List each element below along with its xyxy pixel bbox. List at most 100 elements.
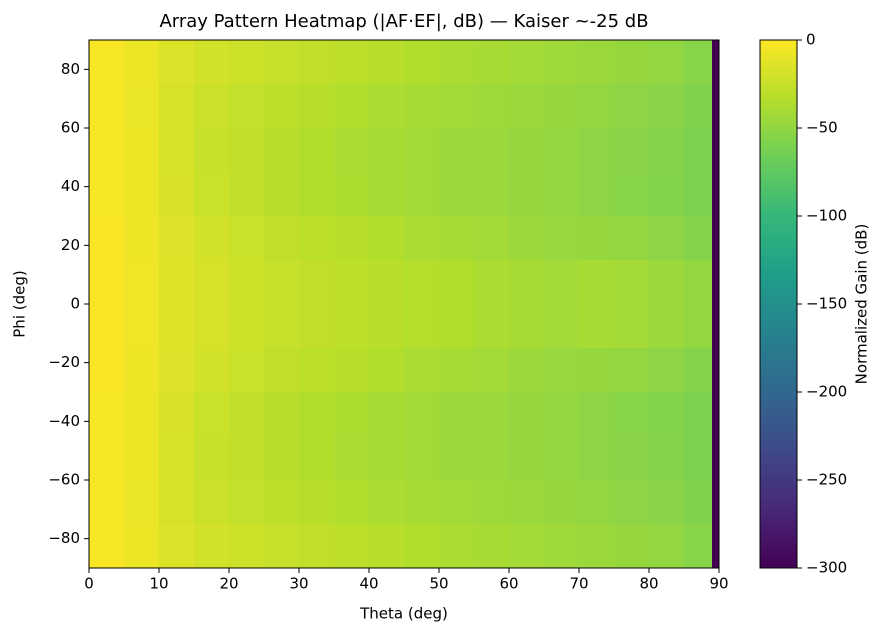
heatmap-cell bbox=[89, 84, 125, 129]
heatmap-cell bbox=[712, 128, 720, 173]
heatmap-cell bbox=[712, 40, 720, 85]
heatmap-cell bbox=[614, 480, 650, 525]
heatmap-cell bbox=[334, 304, 370, 349]
heatmap-cell bbox=[439, 84, 475, 129]
heatmap-cell bbox=[614, 524, 650, 569]
heatmap-cell bbox=[124, 480, 160, 525]
heatmap-cell bbox=[264, 128, 300, 173]
y-tick-label: −20 bbox=[48, 353, 80, 371]
heatmap-cell bbox=[544, 480, 580, 525]
heatmap-cell bbox=[474, 172, 510, 217]
heatmap-cell bbox=[474, 216, 510, 261]
x-tick-label: 60 bbox=[499, 575, 518, 593]
heatmap-cell bbox=[474, 40, 510, 85]
heatmap-cell bbox=[649, 216, 685, 261]
heatmap-cell bbox=[334, 480, 370, 525]
heatmap-cell bbox=[334, 172, 370, 217]
heatmap-cell bbox=[404, 172, 440, 217]
heatmap-cell bbox=[334, 84, 370, 129]
heatmap-cell bbox=[614, 172, 650, 217]
heatmap-cell bbox=[439, 304, 475, 349]
heatmap-cell bbox=[229, 260, 265, 305]
heatmap-cell bbox=[264, 392, 300, 437]
x-tick-label: 30 bbox=[289, 575, 308, 593]
heatmap-cell bbox=[712, 436, 720, 481]
heatmap-cell bbox=[404, 216, 440, 261]
heatmap-cell bbox=[439, 392, 475, 437]
heatmap-cell bbox=[544, 172, 580, 217]
heatmap-cell bbox=[264, 348, 300, 393]
y-tick-label: 60 bbox=[61, 119, 80, 137]
heatmap-cell bbox=[299, 436, 335, 481]
heatmap-cell bbox=[194, 216, 230, 261]
heatmap-cell bbox=[299, 84, 335, 129]
y-tick-label: 80 bbox=[61, 60, 80, 78]
heatmap-cell bbox=[544, 216, 580, 261]
heatmap-cell bbox=[684, 84, 713, 129]
heatmap-cell bbox=[649, 84, 685, 129]
heatmap-cell bbox=[229, 40, 265, 85]
heatmap-cell bbox=[579, 260, 615, 305]
heatmap-cell bbox=[579, 392, 615, 437]
heatmap-cell bbox=[89, 216, 125, 261]
heatmap-cell bbox=[649, 480, 685, 525]
heatmap-cell bbox=[264, 172, 300, 217]
x-tick-label: 20 bbox=[219, 575, 238, 593]
heatmap-cell bbox=[89, 304, 125, 349]
heatmap-cell bbox=[712, 172, 720, 217]
heatmap-cell bbox=[264, 480, 300, 525]
heatmap-cell bbox=[334, 348, 370, 393]
heatmap-cell bbox=[124, 84, 160, 129]
heatmap-cell bbox=[684, 172, 713, 217]
heatmap-cell bbox=[684, 260, 713, 305]
x-tick-label: 40 bbox=[359, 575, 378, 593]
heatmap-cell bbox=[334, 260, 370, 305]
y-tick-label: 20 bbox=[61, 236, 80, 254]
heatmap-cell bbox=[439, 480, 475, 525]
heatmap-cell bbox=[474, 348, 510, 393]
heatmap-cell bbox=[712, 84, 720, 129]
heatmap-cell bbox=[684, 480, 713, 525]
colorbar-tick-label: −50 bbox=[806, 119, 838, 137]
heatmap-cell bbox=[369, 304, 405, 349]
heatmap-cell bbox=[544, 40, 580, 85]
heatmap-cell bbox=[404, 128, 440, 173]
heatmap-cell bbox=[404, 304, 440, 349]
colorbar-tick-label: −200 bbox=[806, 383, 847, 401]
heatmap-cell bbox=[194, 436, 230, 481]
y-tick-label: 40 bbox=[61, 177, 80, 195]
heatmap-cell bbox=[544, 436, 580, 481]
heatmap-cell bbox=[299, 216, 335, 261]
heatmap-cell bbox=[229, 392, 265, 437]
heatmap-cell bbox=[712, 260, 720, 305]
heatmap-cell bbox=[614, 436, 650, 481]
heatmap-cell bbox=[544, 348, 580, 393]
heatmap-cell bbox=[124, 524, 160, 569]
heatmap-cell bbox=[684, 392, 713, 437]
heatmap-cell bbox=[649, 524, 685, 569]
heatmap-cell bbox=[649, 260, 685, 305]
heatmap-cell bbox=[649, 304, 685, 349]
heatmap-cell bbox=[509, 40, 545, 85]
heatmap-cell bbox=[579, 304, 615, 349]
heatmap-cell bbox=[194, 84, 230, 129]
heatmap-cell bbox=[712, 216, 720, 261]
heatmap-cell bbox=[614, 260, 650, 305]
heatmap-cell bbox=[124, 128, 160, 173]
colorbar-tick-label: −250 bbox=[806, 471, 847, 489]
heatmap-cell bbox=[474, 524, 510, 569]
heatmap-cell bbox=[229, 480, 265, 525]
heatmap-cell bbox=[299, 392, 335, 437]
heatmap-cell bbox=[579, 172, 615, 217]
heatmap-cell bbox=[509, 480, 545, 525]
heatmap-cell bbox=[474, 260, 510, 305]
heatmap-cell bbox=[712, 480, 720, 525]
heatmap-cell bbox=[124, 40, 160, 85]
x-tick-label: 80 bbox=[639, 575, 658, 593]
heatmap-cell bbox=[89, 40, 125, 85]
heatmap-cell bbox=[334, 40, 370, 85]
heatmap-cell bbox=[334, 524, 370, 569]
heatmap-cell bbox=[334, 216, 370, 261]
heatmap-cell bbox=[439, 436, 475, 481]
heatmap-cell bbox=[124, 348, 160, 393]
